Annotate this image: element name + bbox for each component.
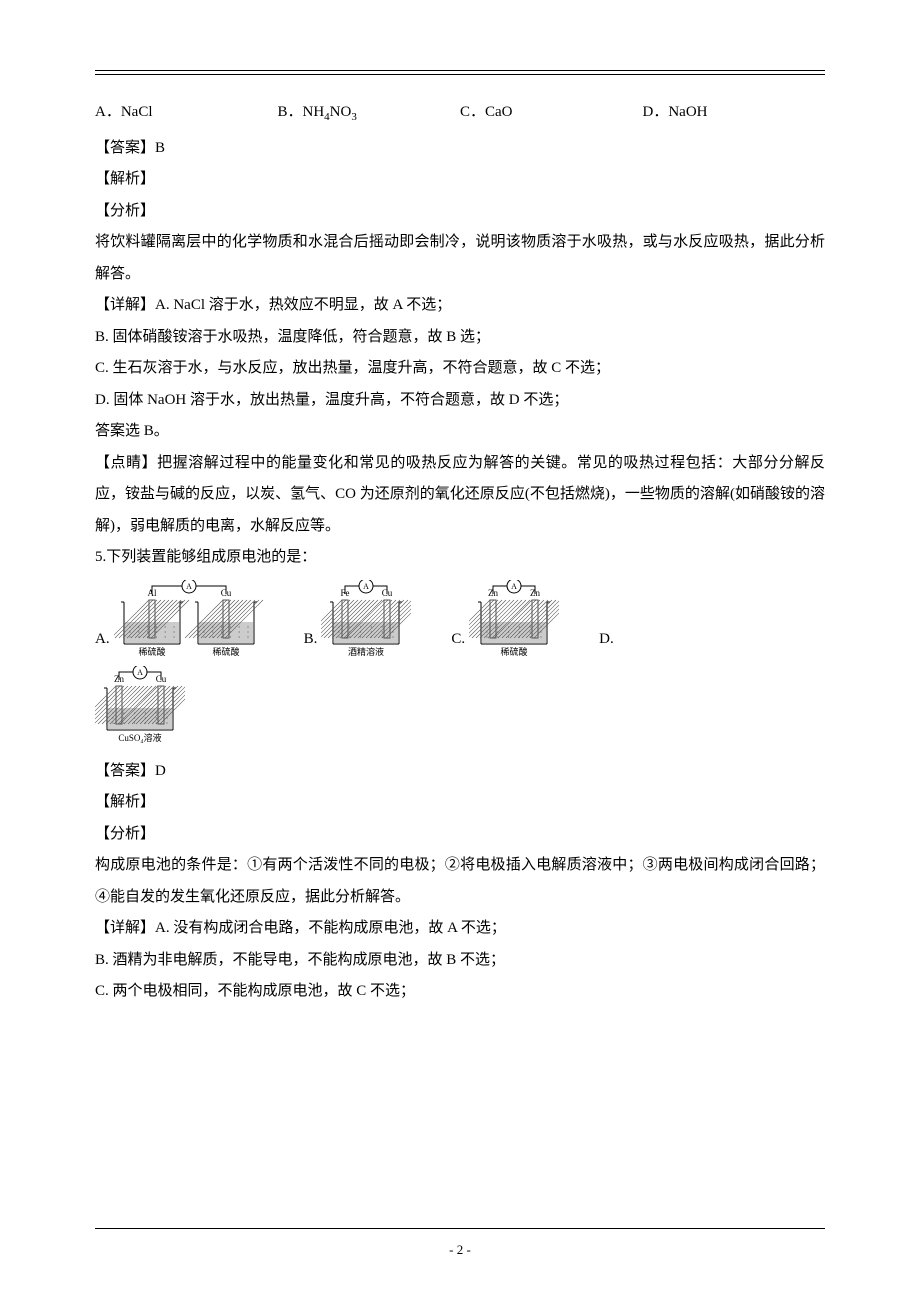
q5-opt-a: A. 稀硫酸稀硫酸AlCuA [95,580,264,660]
q5-detail-b: B. 酒精为非电解质，不能导电，不能构成原电池，故 B 不选； [95,945,825,977]
svg-text:A: A [186,582,192,591]
diagram-b: 酒精溶液FeCuA [321,580,411,660]
top-rule [95,70,825,75]
diagram-d: CuSO₄溶液ZnCuA [95,666,185,746]
q4-fenxi-text: 将饮料罐隔离层中的化学物质和水混合后摇动即会制冷，说明该物质溶于水吸热，或与水反… [95,227,825,290]
svg-text:A: A [363,582,369,591]
diagram-a: 稀硫酸稀硫酸AlCuA [114,580,264,660]
q5-opt-d-label: D. [599,624,618,660]
q4-answer-select: 答案选 B。 [95,416,825,448]
svg-text:稀硫酸: 稀硫酸 [138,646,165,657]
q4-opt-c: C．CaO [460,97,643,129]
q5-label-d: D. [599,624,614,660]
q5-label-a: A. [95,624,110,660]
page-number: - 2 - [449,1242,471,1257]
diagram-c: 稀硫酸ZnZnA [469,580,559,660]
q5-fenxi: 【分析】 [95,819,825,851]
svg-text:酒精溶液: 酒精溶液 [348,646,384,657]
q4-detail-d: D. 固体 NaOH 溶于水，放出热量，温度升高，不符合题意，故 D 不选； [95,385,825,417]
svg-text:稀硫酸: 稀硫酸 [212,646,239,657]
svg-text:A: A [511,582,517,591]
q5-opt-c: C. 稀硫酸ZnZnA [451,580,559,660]
q5-fenxi-text: 构成原电池的条件是：①有两个活泼性不同的电极；②将电极插入电解质溶液中；③两电极… [95,850,825,913]
q4-opt-b: B．NH4NO3 [278,97,461,129]
q4-detail-c: C. 生石灰溶于水，与水反应，放出热量，温度升高，不符合题意，故 C 不选； [95,353,825,385]
q4-fenxi: 【分析】 [95,196,825,228]
q5-answer: 【答案】D [95,756,825,788]
footer-rule [95,1228,825,1229]
q5-label-c: C. [451,624,465,660]
q5-detail-a: 【详解】A. 没有构成闭合电路，不能构成原电池，故 A 不选； [95,913,825,945]
page-footer: - 2 - [0,1228,920,1267]
q4-detail-a: 【详解】A. NaCl 溶于水，热效应不明显，故 A 不选； [95,290,825,322]
svg-text:CuSO₄溶液: CuSO₄溶液 [118,732,161,743]
q4-opt-a: A．NaCl [95,97,278,129]
svg-text:A: A [137,668,143,677]
q5-label-b: B. [304,624,318,660]
page: A．NaCl B．NH4NO3 C．CaO D．NaOH 【答案】B 【解析】 … [0,0,920,1302]
q5-diagrams-row: A. 稀硫酸稀硫酸AlCuA B. 酒精溶液FeCuA C. 稀硫酸ZnZnA … [95,580,825,752]
q4-options: A．NaCl B．NH4NO3 C．CaO D．NaOH [95,97,825,129]
q5-opt-d: CuSO₄溶液ZnCuA [95,666,185,746]
q5-opt-b: B. 酒精溶液FeCuA [304,580,412,660]
q5-jiexi: 【解析】 [95,787,825,819]
q4-opt-d: D．NaOH [643,97,826,129]
q4-jiexi: 【解析】 [95,164,825,196]
q5-detail-c: C. 两个电极相同，不能构成原电池，故 C 不选； [95,976,825,1008]
q4-detail-b: B. 固体硝酸铵溶于水吸热，温度降低，符合题意，故 B 选； [95,322,825,354]
q5-stem: 5.下列装置能够组成原电池的是： [95,542,825,574]
q4-answer: 【答案】B [95,133,825,165]
svg-text:稀硫酸: 稀硫酸 [501,646,528,657]
q4-dianjing: 【点睛】把握溶解过程中的能量变化和常见的吸热反应为解答的关键。常见的吸热过程包括… [95,448,825,543]
